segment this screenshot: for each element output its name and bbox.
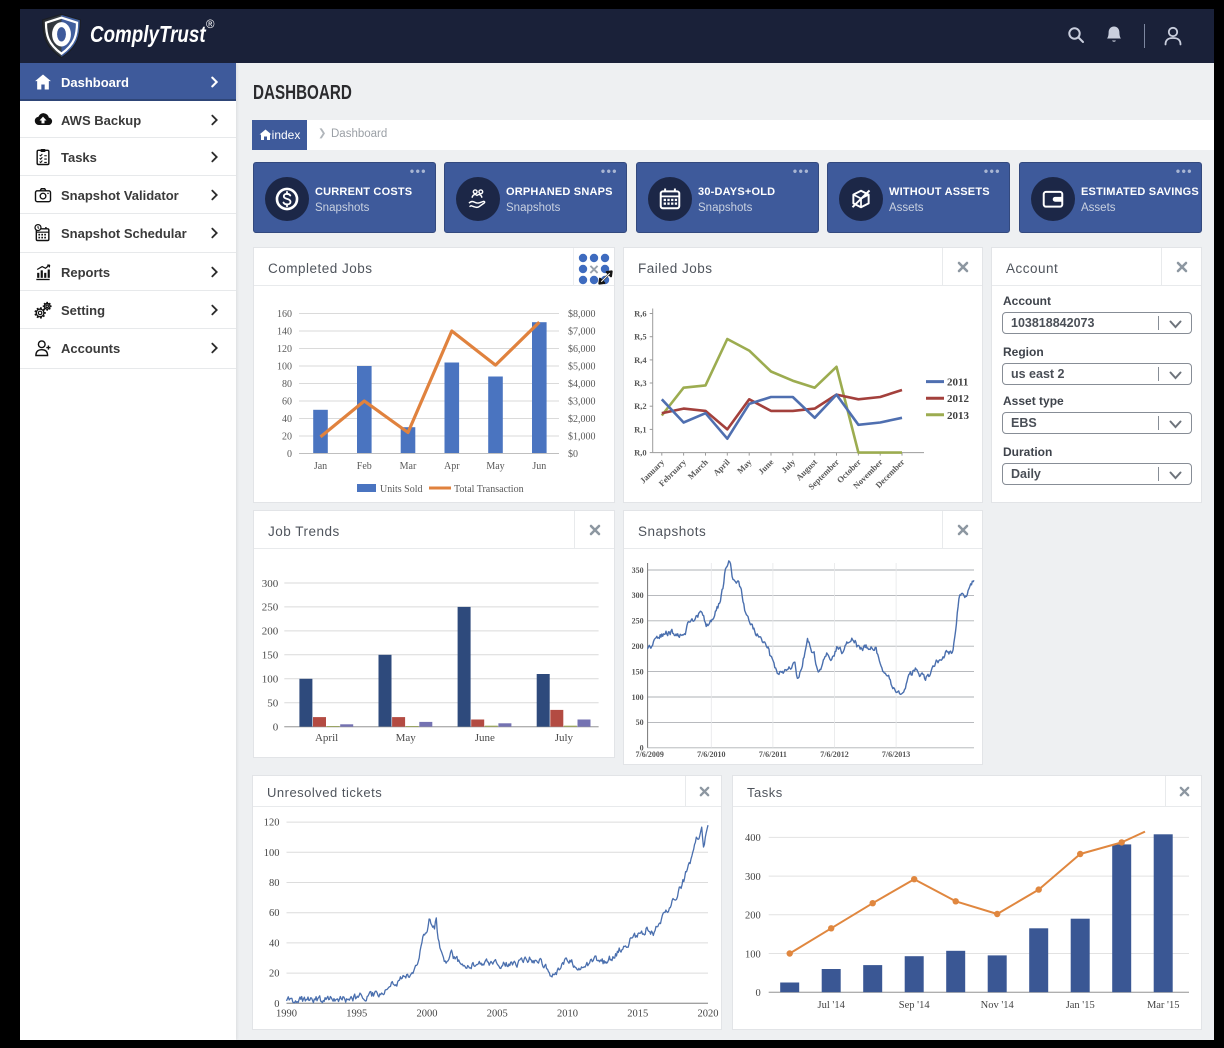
svg-text:150: 150 [632,667,644,676]
svg-text:Total Transaction: Total Transaction [454,484,524,495]
svg-text:300: 300 [262,578,279,590]
svg-text:$7,000: $7,000 [568,327,596,338]
svg-text:2020: 2020 [698,1008,719,1019]
svg-text:100: 100 [264,848,280,859]
svg-text:$5,000: $5,000 [568,362,596,373]
svg-text:350: 350 [632,566,644,575]
svg-text:$6,000: $6,000 [568,344,596,355]
svg-text:100: 100 [632,693,644,702]
svg-text:7/6/2010: 7/6/2010 [697,750,725,759]
svg-text:×: × [589,260,599,279]
svg-text:20: 20 [269,969,280,980]
svg-text:120: 120 [277,344,292,355]
svg-text:$4,000: $4,000 [568,379,596,390]
svg-text:R,6: R,6 [634,309,647,319]
svg-text:0: 0 [640,744,644,753]
svg-text:2011: 2011 [947,377,968,389]
svg-text:$0: $0 [568,449,578,460]
svg-text:0: 0 [755,988,760,999]
svg-text:June: June [475,732,495,744]
svg-text:2015: 2015 [627,1008,648,1019]
svg-text:0: 0 [273,722,279,734]
svg-text:150: 150 [262,650,279,662]
svg-text:300: 300 [632,591,644,600]
svg-text:7/6/2009: 7/6/2009 [635,750,663,759]
svg-text:50: 50 [636,718,644,727]
svg-text:April: April [711,457,732,478]
svg-text:Jul '14: Jul '14 [818,1000,846,1011]
svg-text:R,4: R,4 [634,355,647,365]
svg-text:100: 100 [745,949,761,960]
svg-text:200: 200 [262,626,279,638]
svg-text:100: 100 [277,362,292,373]
svg-text:2012: 2012 [947,393,970,405]
svg-text:July: July [779,456,798,475]
svg-text:May: May [396,732,417,744]
svg-text:80: 80 [269,878,280,889]
svg-text:160: 160 [277,309,292,320]
svg-text:100: 100 [262,674,279,686]
svg-text:140: 140 [277,327,292,338]
svg-text:2000: 2000 [417,1008,438,1019]
svg-text:0: 0 [287,449,292,460]
svg-text:60: 60 [269,908,280,919]
svg-text:7/6/2011: 7/6/2011 [759,750,787,759]
svg-text:July: July [555,732,574,744]
svg-text:200: 200 [632,642,644,651]
svg-text:1995: 1995 [346,1008,367,1019]
svg-text:50: 50 [267,698,279,710]
svg-text:120: 120 [264,818,280,829]
svg-text:2013: 2013 [947,410,970,422]
svg-text:R,1: R,1 [634,424,647,434]
svg-text:250: 250 [262,602,279,614]
svg-text:$2,000: $2,000 [568,414,596,425]
svg-text:7/6/2013: 7/6/2013 [882,750,910,759]
svg-text:Jun: Jun [532,461,546,472]
svg-text:R,0: R,0 [634,448,647,458]
svg-text:Nov '14: Nov '14 [981,1000,1015,1011]
svg-text:400: 400 [745,833,761,844]
svg-text:300: 300 [745,872,761,883]
svg-text:Apr: Apr [444,461,460,472]
svg-text:1990: 1990 [276,1008,297,1019]
svg-text:$1,000: $1,000 [568,432,596,443]
svg-text:Units Sold: Units Sold [380,484,423,495]
svg-text:80: 80 [282,379,292,390]
svg-text:40: 40 [269,938,280,949]
svg-text:R,3: R,3 [634,378,647,388]
svg-text:250: 250 [632,617,644,626]
svg-text:7/6/2012: 7/6/2012 [820,750,848,759]
svg-text:March: March [686,457,711,482]
svg-text:60: 60 [282,397,292,408]
svg-text:2005: 2005 [487,1008,508,1019]
svg-text:R,5: R,5 [634,332,647,342]
svg-text:Sep '14: Sep '14 [899,1000,931,1011]
svg-text:Jan '15: Jan '15 [1066,1000,1095,1011]
svg-text:Jan: Jan [314,461,327,472]
svg-text:April: April [315,732,338,744]
svg-text:May: May [486,461,504,472]
svg-text:June: June [756,457,776,477]
svg-text:R,2: R,2 [634,401,647,411]
svg-text:Feb: Feb [357,461,372,472]
svg-text:$3,000: $3,000 [568,397,596,408]
svg-text:40: 40 [282,414,292,425]
svg-text:2010: 2010 [557,1008,578,1019]
svg-text:Mar: Mar [400,461,417,472]
svg-text:200: 200 [745,911,761,922]
svg-text:May: May [735,456,754,475]
svg-text:Mar '15: Mar '15 [1147,1000,1180,1011]
svg-text:0: 0 [274,999,279,1010]
svg-text:$8,000: $8,000 [568,309,596,320]
svg-text:20: 20 [282,432,292,443]
